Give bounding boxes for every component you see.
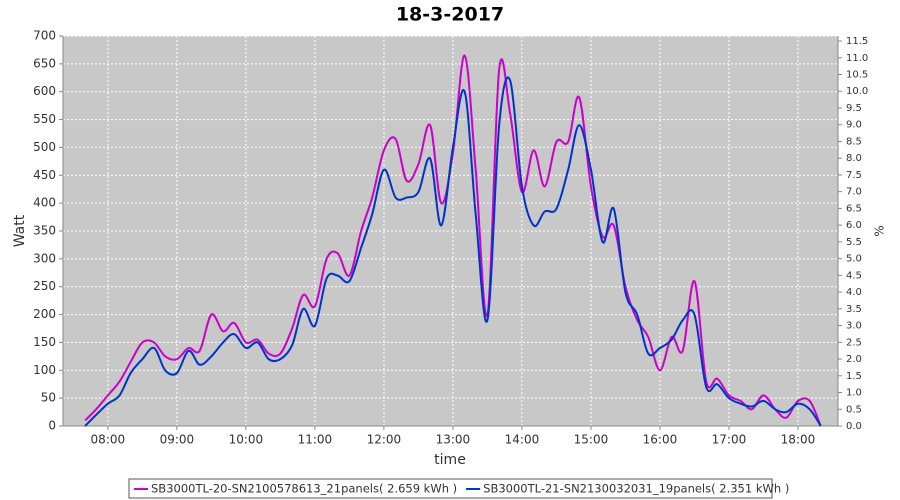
y-tick-label: 300 [33,251,56,265]
y2-tick-label: 0.0 [846,421,862,432]
y-tick-label: 150 [33,335,56,349]
y-tick-label: 100 [33,363,56,377]
y-tick-label: 350 [33,224,56,238]
y2-tick-label: 1.0 [846,388,862,399]
y2-axis-label: % [873,225,887,236]
series-line [84,54,822,427]
y2-tick-label: 2.0 [846,354,862,365]
y2-tick-label: 0.5 [846,404,862,415]
y2-tick-label: 11.5 [846,36,868,47]
y2-tick-label: 7.0 [846,187,862,198]
x-tick-label: 13:00 [436,433,471,447]
x-tick-label: 15:00 [574,433,609,447]
y-tick-label: 500 [33,140,56,154]
x-tick-label: 18:00 [781,433,816,447]
y2-tick-label: 4.5 [846,270,862,281]
y2-tick-label: 11.0 [846,53,868,64]
legend-label: SB3000TL-21-SN2130032031_19panels( 2.351… [483,482,789,496]
y-tick-label: 250 [33,279,56,293]
y2-tick-label: 5.0 [846,254,862,265]
y2-tick-label: 7.5 [846,170,862,181]
y-tick-label: 700 [33,29,56,43]
y2-tick-label: 6.0 [846,220,862,231]
x-tick-label: 09:00 [160,433,195,447]
y-tick-label: 50 [41,391,56,405]
x-tick-label: 08:00 [91,433,126,447]
y2-tick-label: 10.0 [846,86,868,97]
y2-tick-label: 4.0 [846,287,862,298]
x-tick-label: 16:00 [643,433,678,447]
x-tick-label: 17:00 [712,433,747,447]
y2-tick-label: 5.5 [846,237,862,248]
legend-box [128,478,773,499]
y-tick-label: 450 [33,168,56,182]
y2-tick-label: 3.0 [846,321,862,332]
y2-tick-label: 8.0 [846,153,862,164]
y2-tick-label: 9.5 [846,103,862,114]
y-tick-label: 200 [33,307,56,321]
y2-tick-label: 1.5 [846,371,862,382]
y-tick-label: 600 [33,84,56,98]
x-tick-label: 11:00 [298,433,333,447]
y2-tick-label: 8.5 [846,136,862,147]
x-axis-label: time [434,452,466,468]
x-tick-label: 14:00 [505,433,540,447]
y2-tick-label: 6.5 [846,203,862,214]
x-tick-label: 12:00 [367,433,402,447]
y-tick-label: 650 [33,56,56,70]
y-tick-label: 400 [33,196,56,210]
y-tick-label: 0 [48,419,56,433]
y-axis-label: Watt [12,214,28,247]
series-line [84,76,822,427]
y2-tick-label: 10.5 [846,69,868,80]
y-tick-label: 550 [33,112,56,126]
x-tick-label: 10:00 [229,433,264,447]
chart-title: 18-3-2017 [396,4,504,26]
y2-tick-label: 9.0 [846,120,862,131]
y2-tick-label: 3.5 [846,304,862,315]
legend-label: SB3000TL-20-SN2100578613_21panels( 2.659… [151,482,457,496]
y2-tick-label: 2.5 [846,337,862,348]
